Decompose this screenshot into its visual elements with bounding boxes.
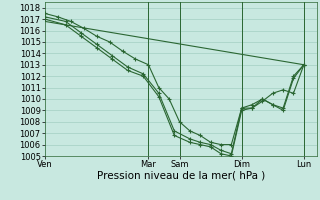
X-axis label: Pression niveau de la mer( hPa ): Pression niveau de la mer( hPa ) — [97, 171, 265, 181]
